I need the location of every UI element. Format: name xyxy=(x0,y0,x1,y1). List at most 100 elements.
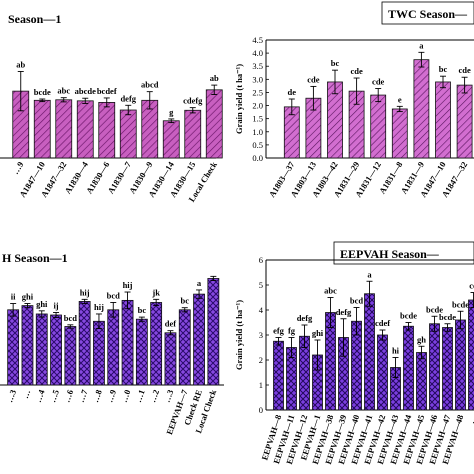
bar xyxy=(64,326,77,386)
x-tick-label: …6 xyxy=(61,388,75,403)
panel-d-title-box xyxy=(333,241,474,265)
bar xyxy=(370,94,387,159)
bar xyxy=(391,108,408,159)
significance-letter: bc xyxy=(439,64,448,74)
significance-letter: ab xyxy=(16,59,25,69)
x-tick-label: …0 xyxy=(119,388,133,403)
significance-letter: jk xyxy=(151,287,160,297)
y-tick-label: 3.0 xyxy=(252,74,263,84)
significance-letter: ij xyxy=(53,301,58,311)
y-tick-label: 4 xyxy=(259,305,264,315)
bar xyxy=(364,293,375,411)
x-tick-label: …3 xyxy=(4,388,18,403)
bar xyxy=(107,309,120,386)
bar xyxy=(93,320,105,386)
y-tick-label: 6 xyxy=(259,255,263,265)
panel-b-title: TWC Season— xyxy=(388,7,468,21)
significance-letter: ab xyxy=(210,73,219,83)
y-tick-label: 2 xyxy=(259,355,263,365)
significance-letter: a xyxy=(419,40,424,50)
significance-letter: cde xyxy=(458,65,471,75)
panel-d: EEPVAH Season— 0 1 2 3 4 5 6 Grain yield (t ha⁻… xyxy=(234,241,474,465)
panel-c: H Season—1 ii …3 ghi … ghi …4 ij …5 bcd …6 hij …7 hi… xyxy=(0,251,224,436)
significance-letter: ghi xyxy=(22,292,34,302)
x-tick-label: …7 xyxy=(76,388,90,404)
significance-letter: efg xyxy=(273,326,285,336)
bar xyxy=(162,120,180,159)
x-tick-label: …5 xyxy=(47,388,61,403)
bar xyxy=(429,323,440,411)
bar xyxy=(78,301,91,386)
y-tick-label: 3 xyxy=(259,330,263,340)
significance-letter: bcde xyxy=(400,311,417,321)
significance-letter: fg xyxy=(288,326,296,336)
bar xyxy=(456,84,473,159)
significance-letter: cd xyxy=(469,281,474,291)
y-tick-label: 1.5 xyxy=(252,114,263,124)
significance-letter: hij xyxy=(80,287,90,297)
panel-c-plot: ii …3 ghi … ghi …4 ij …5 bcd …6 hij …7 hij …8 bcd …9 hij… xyxy=(0,275,224,436)
significance-letter: ii xyxy=(11,292,16,302)
significance-letter: a xyxy=(367,269,372,279)
significance-letter: abcd xyxy=(141,80,159,90)
significance-letter: de xyxy=(288,87,297,97)
panel-a-title: Season—1 xyxy=(8,12,61,26)
y-tick-label: 3.5 xyxy=(252,61,263,71)
significance-letter: e xyxy=(398,94,402,104)
panel-b: TWC Season— 0.0 0.5 1.0 1.5 2.0 2.5 3.0 3.5 4.0 4… xyxy=(234,1,474,199)
x-tick-label: …9 xyxy=(104,388,118,403)
significance-letter: bcde xyxy=(34,87,51,97)
x-tick-label: … xyxy=(466,414,474,425)
y-tick-label: 2.5 xyxy=(252,87,263,97)
bar xyxy=(76,100,94,159)
significance-letter: bc xyxy=(138,305,147,315)
panel-a: Season—1 ab…9bcdeA1847—10abcA1847—32abcd… xyxy=(0,12,223,204)
bar xyxy=(442,327,453,411)
bar xyxy=(468,299,474,411)
significance-letter: cdefg xyxy=(183,96,203,106)
bar xyxy=(164,332,177,386)
panel-d-title: EEPVAH Season— xyxy=(340,247,440,261)
bar xyxy=(416,352,427,411)
y-tick-label: 2.0 xyxy=(252,101,263,111)
significance-letter: bcd xyxy=(350,296,364,306)
bar xyxy=(21,305,34,386)
significance-letter: ghi xyxy=(36,299,48,309)
significance-letter: abcde xyxy=(75,86,96,96)
bar xyxy=(455,319,466,411)
y-tick-label: 0 xyxy=(259,405,263,415)
y-tick-label: 1.0 xyxy=(252,127,263,137)
significance-letter: hij xyxy=(94,302,104,312)
y-tick-label: 5 xyxy=(259,280,263,290)
significance-letter: cdef xyxy=(375,318,390,328)
significance-letter: defg xyxy=(297,313,313,323)
significance-letter: cde xyxy=(307,74,320,84)
bar xyxy=(55,99,73,159)
significance-letter: hij xyxy=(123,280,133,290)
bar xyxy=(35,313,48,386)
significance-letter: def xyxy=(165,319,177,329)
y-tick-label: 4.0 xyxy=(252,48,263,58)
y-tick-label: 0.5 xyxy=(252,140,263,150)
x-tick-label: … xyxy=(20,388,32,399)
significance-letter: bcd xyxy=(64,313,78,323)
bar xyxy=(7,309,20,386)
y-axis-label: Grain yield (t ha⁻¹) xyxy=(234,64,244,134)
bar xyxy=(403,325,414,411)
panel-a-plot: ab…9bcdeA1847—10abcA1847—32abcdeA1830—4b… xyxy=(0,59,223,204)
bar xyxy=(413,59,430,159)
significance-letter: defg xyxy=(120,93,136,103)
panel-c-title: H Season—1 xyxy=(2,251,68,265)
bar xyxy=(150,302,163,386)
significance-letter: abc xyxy=(57,86,70,96)
y-tick-label: 0.0 xyxy=(252,153,263,163)
significance-letter: abc xyxy=(324,286,337,296)
y-axis-label: Grain yield (t ha⁻¹) xyxy=(234,300,244,370)
bar xyxy=(98,102,116,159)
bar xyxy=(178,309,191,386)
bar xyxy=(119,109,137,159)
x-tick-label: …4 xyxy=(33,388,47,404)
bar xyxy=(50,314,62,386)
significance-letter: g xyxy=(169,107,174,117)
y-tick-label: 4.5 xyxy=(252,35,263,45)
